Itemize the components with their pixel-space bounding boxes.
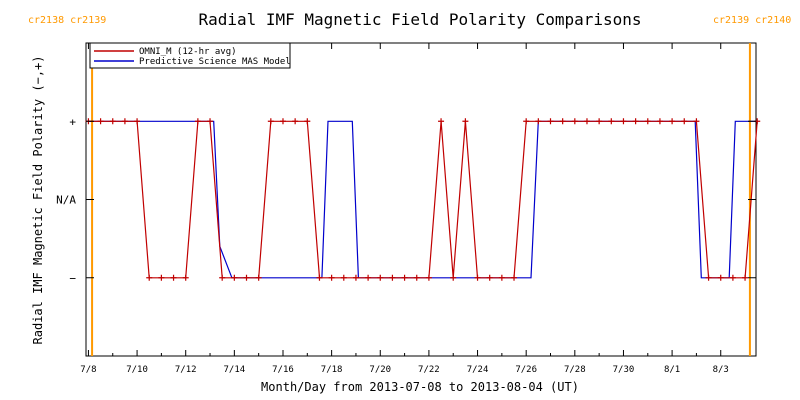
series-0-point-47	[656, 118, 663, 125]
series-0-point-26	[401, 274, 408, 281]
series-0-point-7	[170, 274, 177, 281]
series-0-point-16	[279, 118, 286, 125]
x-tick-label-11: 7/30	[613, 365, 635, 375]
x-tick-label-6: 7/20	[369, 365, 391, 375]
x-axis: 7/8 7/10 7/12 7/14 7/16 7/18 7/20 7/22 7/24 7/26 7…	[80, 43, 729, 375]
series-0-point-51	[705, 274, 712, 281]
series-0-point-20	[328, 274, 335, 281]
legend-box	[89, 42, 291, 69]
series-0-point-4	[134, 118, 141, 125]
x-tick-label-5: 7/18	[321, 365, 343, 375]
series-0-point-37	[535, 118, 542, 125]
series-0-point-46	[644, 118, 651, 125]
series-0-point-49	[681, 118, 688, 125]
series-0-point-11	[219, 274, 226, 281]
x-tick-label-0: 7/8	[80, 365, 96, 375]
series-0-point-14	[255, 274, 262, 281]
series-line-1	[88, 120, 758, 279]
y-tick-label-0: +	[69, 115, 76, 128]
chart-title: Radial IMF Magnetic Field Polarity Compa…	[198, 10, 641, 29]
series-0-point-19	[316, 274, 323, 281]
y-tick-label-1: N/A	[56, 194, 76, 207]
series-0-point-9	[194, 118, 201, 125]
series-0-point-52	[717, 274, 724, 281]
series-0-point-27	[413, 274, 420, 281]
series-0-point-42	[596, 118, 603, 125]
series-0-point-50	[693, 118, 700, 125]
plot-frame	[85, 42, 757, 357]
series-0-point-43	[608, 118, 615, 125]
series-0-point-40	[571, 118, 578, 125]
series-0-point-25	[389, 274, 396, 281]
series-0-point-53	[729, 274, 736, 281]
series-0-point-36	[523, 118, 530, 125]
series-0-point-18	[304, 118, 311, 125]
series-0-point-32	[474, 274, 481, 281]
series-0-point-24	[377, 274, 384, 281]
legend: OMNI_M (12-hr avg) Predictive Science MA…	[89, 42, 291, 69]
series-0-point-54	[742, 274, 749, 281]
y-tick-label-2: −	[69, 272, 76, 285]
x-axis-label: Month/Day from 2013-07-08 to 2013-08-04 …	[261, 380, 579, 394]
carrington-label-left: cr2138 cr2139	[28, 15, 106, 26]
series-0-point-23	[365, 274, 372, 281]
x-tick-label-2: 7/12	[175, 365, 197, 375]
series-layer	[85, 118, 761, 281]
series-0-point-22	[352, 274, 359, 281]
x-tick-label-12: 8/1	[664, 365, 680, 375]
series-0-point-13	[243, 274, 250, 281]
series-0-point-3	[121, 118, 128, 125]
series-0-point-12	[231, 274, 238, 281]
series-0-point-34	[498, 274, 505, 281]
series-0-point-31	[462, 118, 469, 125]
x-tick-label-7: 7/22	[418, 365, 440, 375]
series-line-0	[88, 120, 758, 279]
series-0-point-33	[486, 274, 493, 281]
series-0-point-21	[340, 274, 347, 281]
series-0-point-15	[267, 118, 274, 125]
series-0-point-2	[109, 118, 116, 125]
series-0-point-30	[450, 274, 457, 281]
x-tick-label-13: 8/3	[713, 365, 729, 375]
carrington-label-right: cr2139 cr2140	[713, 15, 791, 26]
x-tick-label-9: 7/26	[515, 365, 537, 375]
series-0-point-17	[292, 118, 299, 125]
y-axis-label: Radial IMF Magnetic Field Polarity (−,+)	[31, 56, 45, 345]
series-0-point-5	[146, 274, 153, 281]
series-0-point-48	[669, 118, 676, 125]
x-tick-label-10: 7/28	[564, 365, 586, 375]
series-0-point-8	[182, 274, 189, 281]
carrington-lines	[91, 43, 751, 356]
series-0-point-10	[207, 118, 214, 125]
series-0-point-41	[583, 118, 590, 125]
x-tick-label-3: 7/14	[224, 365, 246, 375]
series-0-point-1	[97, 118, 104, 125]
series-0-point-29	[438, 118, 445, 125]
y-axis: + N/A −	[56, 115, 756, 285]
series-0-point-39	[559, 118, 566, 125]
series-0-point-38	[547, 118, 554, 125]
x-tick-label-1: 7/10	[126, 365, 148, 375]
series-0-point-28	[425, 274, 432, 281]
x-tick-label-4: 7/16	[272, 365, 294, 375]
legend-label-mas: Predictive Science MAS Model	[139, 57, 291, 67]
series-0-point-6	[158, 274, 165, 281]
x-tick-label-8: 7/24	[467, 365, 489, 375]
series-0-point-44	[620, 118, 627, 125]
legend-label-omni: OMNI_M (12-hr avg)	[139, 47, 237, 57]
series-0-point-45	[632, 118, 639, 125]
series-0-point-35	[511, 274, 518, 281]
